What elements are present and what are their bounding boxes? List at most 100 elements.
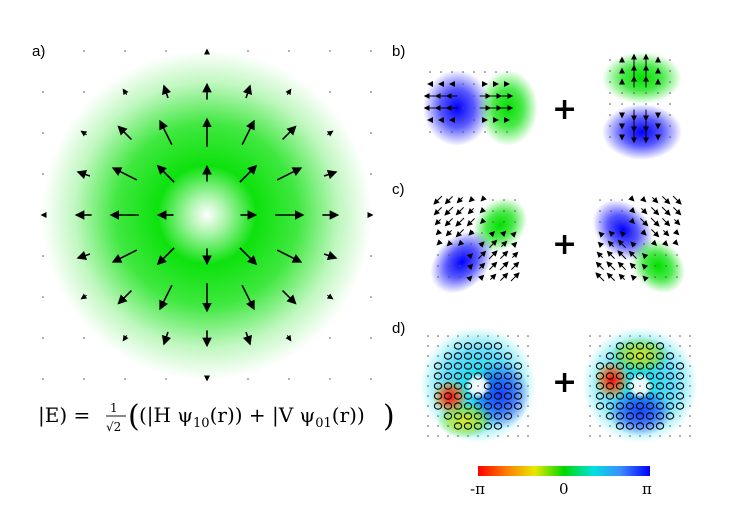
- polarization-ellipse: [493, 422, 503, 430]
- polarization-ellipse: [463, 412, 473, 420]
- field-dot: [507, 345, 509, 347]
- polarization-ellipse: [605, 392, 615, 400]
- polarization-ellipse: [645, 392, 655, 400]
- polarization-ellipse: [615, 362, 625, 370]
- field-dot: [462, 95, 464, 97]
- polarization-ellipse: [595, 372, 605, 380]
- field-dot: [599, 425, 601, 427]
- field-dot: [370, 378, 372, 380]
- field-dot: [609, 92, 611, 94]
- field-dot: [657, 103, 659, 105]
- field-arrow: [276, 249, 303, 263]
- polarization-ellipse: [453, 402, 463, 410]
- polarization-ellipse: [605, 412, 615, 420]
- field-dot: [609, 136, 611, 138]
- polarization-ellipse: [655, 422, 665, 430]
- polarization-ellipse: [443, 402, 453, 410]
- field-arrow: [608, 230, 616, 238]
- polarization-ellipse: [615, 392, 625, 400]
- field-dot: [527, 385, 529, 387]
- field-dot: [370, 296, 372, 298]
- field-dot: [679, 415, 681, 417]
- polarization-ellipse: [645, 382, 655, 390]
- panel-c-plus: +: [552, 227, 577, 262]
- field-dot: [503, 199, 505, 201]
- polarization-ellipse: [453, 422, 463, 430]
- polarization-ellipse: [433, 402, 443, 410]
- field-dot: [669, 136, 671, 138]
- field-arrow: [239, 247, 258, 266]
- polarization-ellipse: [625, 382, 635, 390]
- field-dot: [507, 335, 509, 337]
- field-dot: [621, 210, 623, 212]
- field-dot: [427, 355, 429, 357]
- field-dot: [448, 254, 450, 256]
- field-dot: [669, 59, 671, 61]
- field-dot: [669, 425, 671, 427]
- field-dot: [457, 435, 459, 437]
- polarization-ellipse: [665, 402, 675, 410]
- field-dot: [477, 335, 479, 337]
- field-dot: [437, 355, 439, 357]
- field-dot: [609, 125, 611, 127]
- field-arrow: [640, 218, 649, 227]
- equation-frac-denominator: √2: [106, 420, 121, 434]
- field-arrow: [111, 249, 138, 263]
- field-arrow: [241, 119, 255, 146]
- field-arrow: [156, 164, 175, 183]
- polarization-ellipse: [615, 352, 625, 360]
- polarization-ellipse: [675, 372, 685, 380]
- field-arrow: [617, 250, 627, 260]
- equation-term1-prefix: (|H ψ: [139, 403, 193, 428]
- field-dot: [507, 435, 509, 437]
- field-arrow: [468, 195, 476, 203]
- field-dot: [473, 71, 475, 73]
- field-arrow: [455, 217, 465, 227]
- polarization-ellipse: [453, 412, 463, 420]
- field-dot: [517, 415, 519, 417]
- field-arrow: [122, 88, 129, 96]
- field-dot: [679, 355, 681, 357]
- field-arrow: [640, 229, 647, 236]
- polarization-ellipse: [493, 352, 503, 360]
- field-dot: [689, 435, 691, 437]
- field-arrow: [466, 252, 474, 260]
- polarization-ellipse: [443, 382, 453, 390]
- panel-b: b) +: [392, 43, 682, 160]
- field-dot: [462, 71, 464, 73]
- field-dot: [429, 71, 431, 73]
- field-dot: [329, 337, 331, 339]
- field-dot: [609, 70, 611, 72]
- polarization-ellipse: [463, 362, 473, 370]
- panel-d-label: d): [392, 320, 405, 337]
- field-dot: [124, 50, 126, 52]
- field-arrow: [433, 195, 443, 205]
- polarization-ellipse: [625, 372, 635, 380]
- field-dot: [437, 254, 439, 256]
- field-dot: [370, 50, 372, 52]
- field-arrow: [467, 207, 475, 215]
- field-arrow: [673, 207, 682, 216]
- field-arrow: [595, 261, 604, 270]
- field-dot: [527, 345, 529, 347]
- polarization-ellipse: [625, 362, 635, 370]
- panel-d-left-mode: [420, 327, 536, 443]
- panel-b-right-green-lobe: [602, 52, 682, 104]
- field-dot: [609, 425, 611, 427]
- polarization-ellipse: [483, 362, 493, 370]
- field-arrow: [282, 125, 297, 140]
- polarization-ellipse: [473, 372, 483, 380]
- field-arrow: [499, 261, 509, 271]
- field-arrow: [489, 239, 498, 248]
- polarization-ellipse: [635, 402, 645, 410]
- field-dot: [527, 405, 529, 407]
- field-arrow: [489, 261, 498, 270]
- field-dot: [621, 92, 623, 94]
- equation-lhs: |E) =: [38, 403, 90, 428]
- field-dot: [370, 337, 372, 339]
- polarization-ellipse: [443, 392, 453, 400]
- field-dot: [427, 405, 429, 407]
- field-arrow: [641, 252, 649, 260]
- field-dot: [462, 83, 464, 85]
- polarization-ellipse: [463, 342, 473, 350]
